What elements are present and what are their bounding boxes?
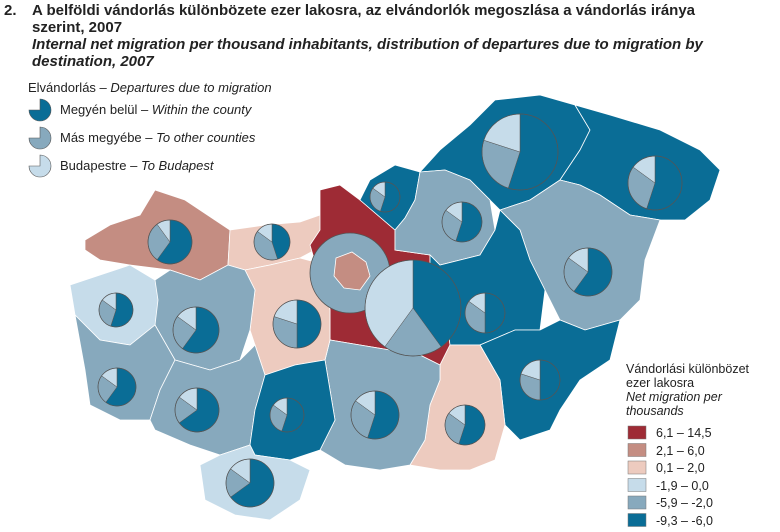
class-label: -1,9 – 0,0	[656, 478, 709, 493]
item-en: To Budapest	[140, 158, 214, 173]
class-legend-title-en: Net migration per thousands	[626, 390, 722, 418]
header: 2. A belföldi vándorlás különbözete ezer…	[4, 2, 744, 70]
pie-outline	[253, 223, 291, 261]
pie-outline	[364, 259, 462, 357]
pie-legend-item: Más megyébe – To other counties	[60, 130, 255, 145]
class-swatch	[627, 495, 647, 510]
title-hu: A belföldi vándorlás különbözete ezer la…	[32, 2, 696, 36]
pie-legend-item: Budapestre – To Budapest	[60, 158, 214, 173]
pie-outline	[441, 201, 483, 243]
pie-outline	[627, 155, 683, 211]
pie-outline	[225, 458, 275, 508]
pie-outline	[481, 113, 559, 191]
pies	[97, 113, 683, 508]
class-swatch	[627, 513, 647, 527]
pie-outline	[272, 299, 322, 349]
class-legend-title-hu: Vándorlási különbözet ezer lakosra	[626, 362, 749, 390]
pie-outline	[174, 387, 220, 433]
item-en: To other counties	[156, 130, 256, 145]
pie-outline	[98, 292, 134, 328]
title-hu: Elvándorlás –	[28, 80, 107, 95]
class-label: 2,1 – 6,0	[656, 443, 705, 458]
class-swatch	[627, 443, 647, 457]
class-swatch	[627, 478, 647, 492]
class-label: -9,3 – -6,0	[656, 513, 713, 528]
pie-outline	[563, 247, 613, 297]
pie-outline	[147, 219, 193, 265]
item-hu: Megyén belül –	[60, 102, 149, 117]
class-legend: Vándorlási különbözet ezer lakosra Net m…	[626, 362, 776, 528]
item-hu: Más megyébe –	[60, 130, 153, 145]
pie-legend-item: Megyén belül – Within the county	[60, 102, 251, 117]
class-label: -5,9 – -2,0	[656, 496, 713, 510]
pie-outline	[369, 181, 401, 213]
legend-symbol	[28, 98, 52, 122]
class-swatch	[627, 460, 647, 475]
figure-number: 2.	[4, 2, 17, 19]
pie-outline	[519, 359, 561, 401]
pie-legend-title: Elvándorlás – Departures due to migratio…	[28, 80, 272, 95]
item-en: Within the county	[151, 102, 252, 117]
title-en: Internal net migration per thousand inha…	[32, 36, 703, 70]
title-en: Departures due to migration	[110, 80, 272, 95]
legend-symbol	[28, 154, 52, 178]
item-hu: Budapestre –	[60, 158, 138, 173]
pie-outline	[172, 306, 220, 354]
pie-outline	[350, 390, 400, 440]
class-label: 0,1 – 2,0	[656, 461, 705, 475]
pie-outline	[444, 404, 486, 446]
budapest	[333, 251, 371, 291]
pie-outline	[269, 397, 305, 433]
pie-outline	[97, 367, 137, 407]
class-label: 6,1 – 14,5	[656, 426, 712, 440]
pie-outline	[464, 292, 506, 334]
class-swatch	[627, 425, 647, 440]
legend-symbol	[28, 126, 52, 150]
